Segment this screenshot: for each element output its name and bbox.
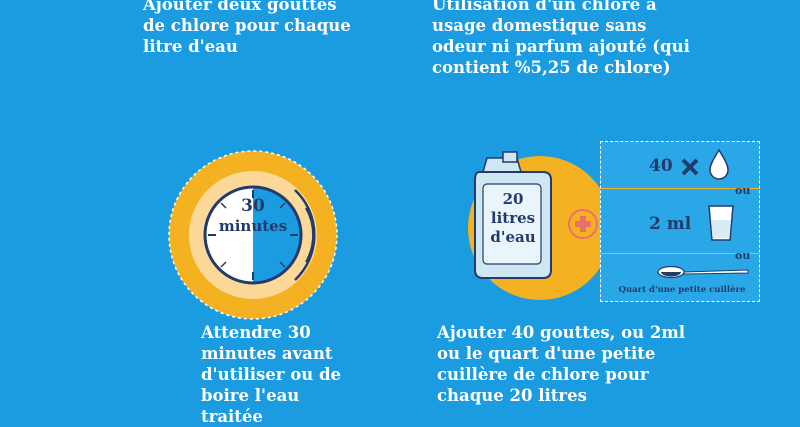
jerrycan-icon (468, 151, 612, 300)
jerrycan-water-word: d'eau (490, 228, 536, 246)
timer-icon (168, 150, 338, 320)
timer-illustration: 30 minutes (168, 150, 338, 320)
jerrycan-illustration: 20 litres d'eau (465, 150, 615, 300)
teaspoon-icon (657, 265, 749, 279)
drops-count: 40 (649, 156, 673, 176)
glass-icon (708, 205, 734, 241)
instruction-wait-30-minutes: Attendre 30 minutes avant d'utiliser ou … (201, 323, 342, 426)
separator-or: ou (735, 249, 751, 262)
instruction-chlorine-type: Utilisation d'un chlore à usage domestiq… (432, 0, 690, 77)
drop-icon (709, 148, 729, 180)
instruction-add-40-drops: Ajouter 40 gouttes, ou 2ml ou le quart d… (437, 323, 686, 405)
timer-unit: minutes (218, 217, 288, 235)
multiply-icon (681, 158, 699, 176)
teaspoon-caption: Quart d'une petite cuillère (618, 285, 746, 295)
instruction-add-two-drops: Ajouter deux gouttes de chlore pour chaq… (143, 0, 351, 56)
separator-line (601, 188, 759, 189)
dosage-panel: 40 ou 2 ml ou Quart d'une petite cuillèr… (600, 141, 760, 302)
jerrycan-liters-word: litres (490, 209, 536, 227)
timer-number: 30 (241, 196, 265, 216)
separator-or: ou (735, 184, 751, 197)
jerrycan-liters-number: 20 (502, 190, 524, 208)
volume-amount: 2 ml (649, 214, 692, 234)
separator-line (601, 253, 759, 254)
